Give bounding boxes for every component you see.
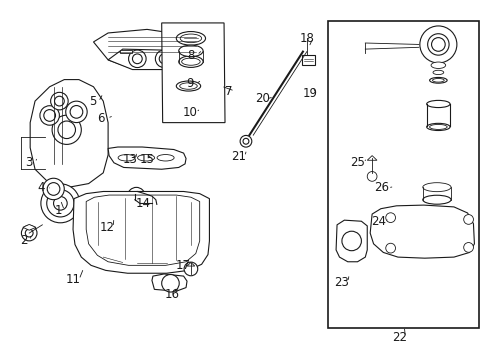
Polygon shape <box>120 50 132 53</box>
Circle shape <box>240 135 251 147</box>
Polygon shape <box>162 23 224 123</box>
Text: 25: 25 <box>349 156 364 169</box>
Text: 3: 3 <box>25 156 33 169</box>
Text: 6: 6 <box>97 112 105 125</box>
Circle shape <box>40 106 59 125</box>
Polygon shape <box>327 22 478 328</box>
Circle shape <box>341 231 361 251</box>
Ellipse shape <box>429 77 446 83</box>
Text: 20: 20 <box>255 92 270 105</box>
Text: 9: 9 <box>186 77 193 90</box>
Text: 7: 7 <box>224 85 232 98</box>
Circle shape <box>419 26 456 63</box>
Text: 1: 1 <box>55 204 62 217</box>
Polygon shape <box>369 205 473 258</box>
Ellipse shape <box>118 154 135 161</box>
Circle shape <box>65 101 87 123</box>
Polygon shape <box>366 156 376 160</box>
Ellipse shape <box>176 32 205 45</box>
Circle shape <box>385 213 395 222</box>
Circle shape <box>162 275 179 292</box>
Text: 10: 10 <box>182 106 197 119</box>
Polygon shape <box>23 225 36 230</box>
Text: 5: 5 <box>89 95 96 108</box>
Text: 12: 12 <box>100 221 114 234</box>
Polygon shape <box>86 203 204 227</box>
Ellipse shape <box>426 100 449 108</box>
Text: 16: 16 <box>164 288 180 301</box>
Text: 4: 4 <box>37 181 44 194</box>
Circle shape <box>41 184 80 223</box>
Circle shape <box>43 178 64 200</box>
Text: 15: 15 <box>140 153 154 166</box>
Polygon shape <box>73 192 209 273</box>
Polygon shape <box>302 55 314 65</box>
Circle shape <box>385 243 395 253</box>
Text: 21: 21 <box>231 150 245 163</box>
Ellipse shape <box>430 62 445 68</box>
Text: 8: 8 <box>187 49 194 62</box>
Ellipse shape <box>429 125 446 130</box>
Ellipse shape <box>179 56 203 67</box>
Circle shape <box>155 50 173 68</box>
Circle shape <box>182 50 199 68</box>
Circle shape <box>52 115 81 144</box>
Circle shape <box>146 201 167 222</box>
Ellipse shape <box>426 123 449 131</box>
Polygon shape <box>335 220 366 262</box>
Circle shape <box>463 215 472 224</box>
Text: 13: 13 <box>122 153 137 166</box>
Text: 18: 18 <box>299 32 314 45</box>
Ellipse shape <box>108 208 181 222</box>
Ellipse shape <box>157 154 174 161</box>
Circle shape <box>427 34 448 55</box>
Circle shape <box>463 243 472 252</box>
Polygon shape <box>93 30 215 69</box>
Text: 22: 22 <box>391 330 406 343</box>
Circle shape <box>366 172 376 181</box>
Text: 23: 23 <box>334 276 348 289</box>
Text: 2: 2 <box>20 234 28 247</box>
Circle shape <box>51 92 68 110</box>
Circle shape <box>183 262 197 276</box>
Ellipse shape <box>137 154 154 161</box>
Polygon shape <box>108 49 215 69</box>
Polygon shape <box>108 147 185 169</box>
Polygon shape <box>30 80 108 187</box>
Text: 14: 14 <box>135 197 150 210</box>
Ellipse shape <box>422 183 450 192</box>
Ellipse shape <box>179 45 203 57</box>
Text: 17: 17 <box>176 259 191 272</box>
Polygon shape <box>152 274 186 291</box>
Circle shape <box>128 50 146 68</box>
Circle shape <box>127 187 145 205</box>
Text: 19: 19 <box>302 87 317 100</box>
Text: 11: 11 <box>65 273 81 286</box>
Circle shape <box>54 197 67 210</box>
Ellipse shape <box>422 195 450 204</box>
Text: 26: 26 <box>374 181 388 194</box>
Circle shape <box>21 225 37 241</box>
Ellipse shape <box>432 70 443 75</box>
Ellipse shape <box>146 210 167 216</box>
Ellipse shape <box>176 81 200 91</box>
Text: 24: 24 <box>370 215 385 228</box>
